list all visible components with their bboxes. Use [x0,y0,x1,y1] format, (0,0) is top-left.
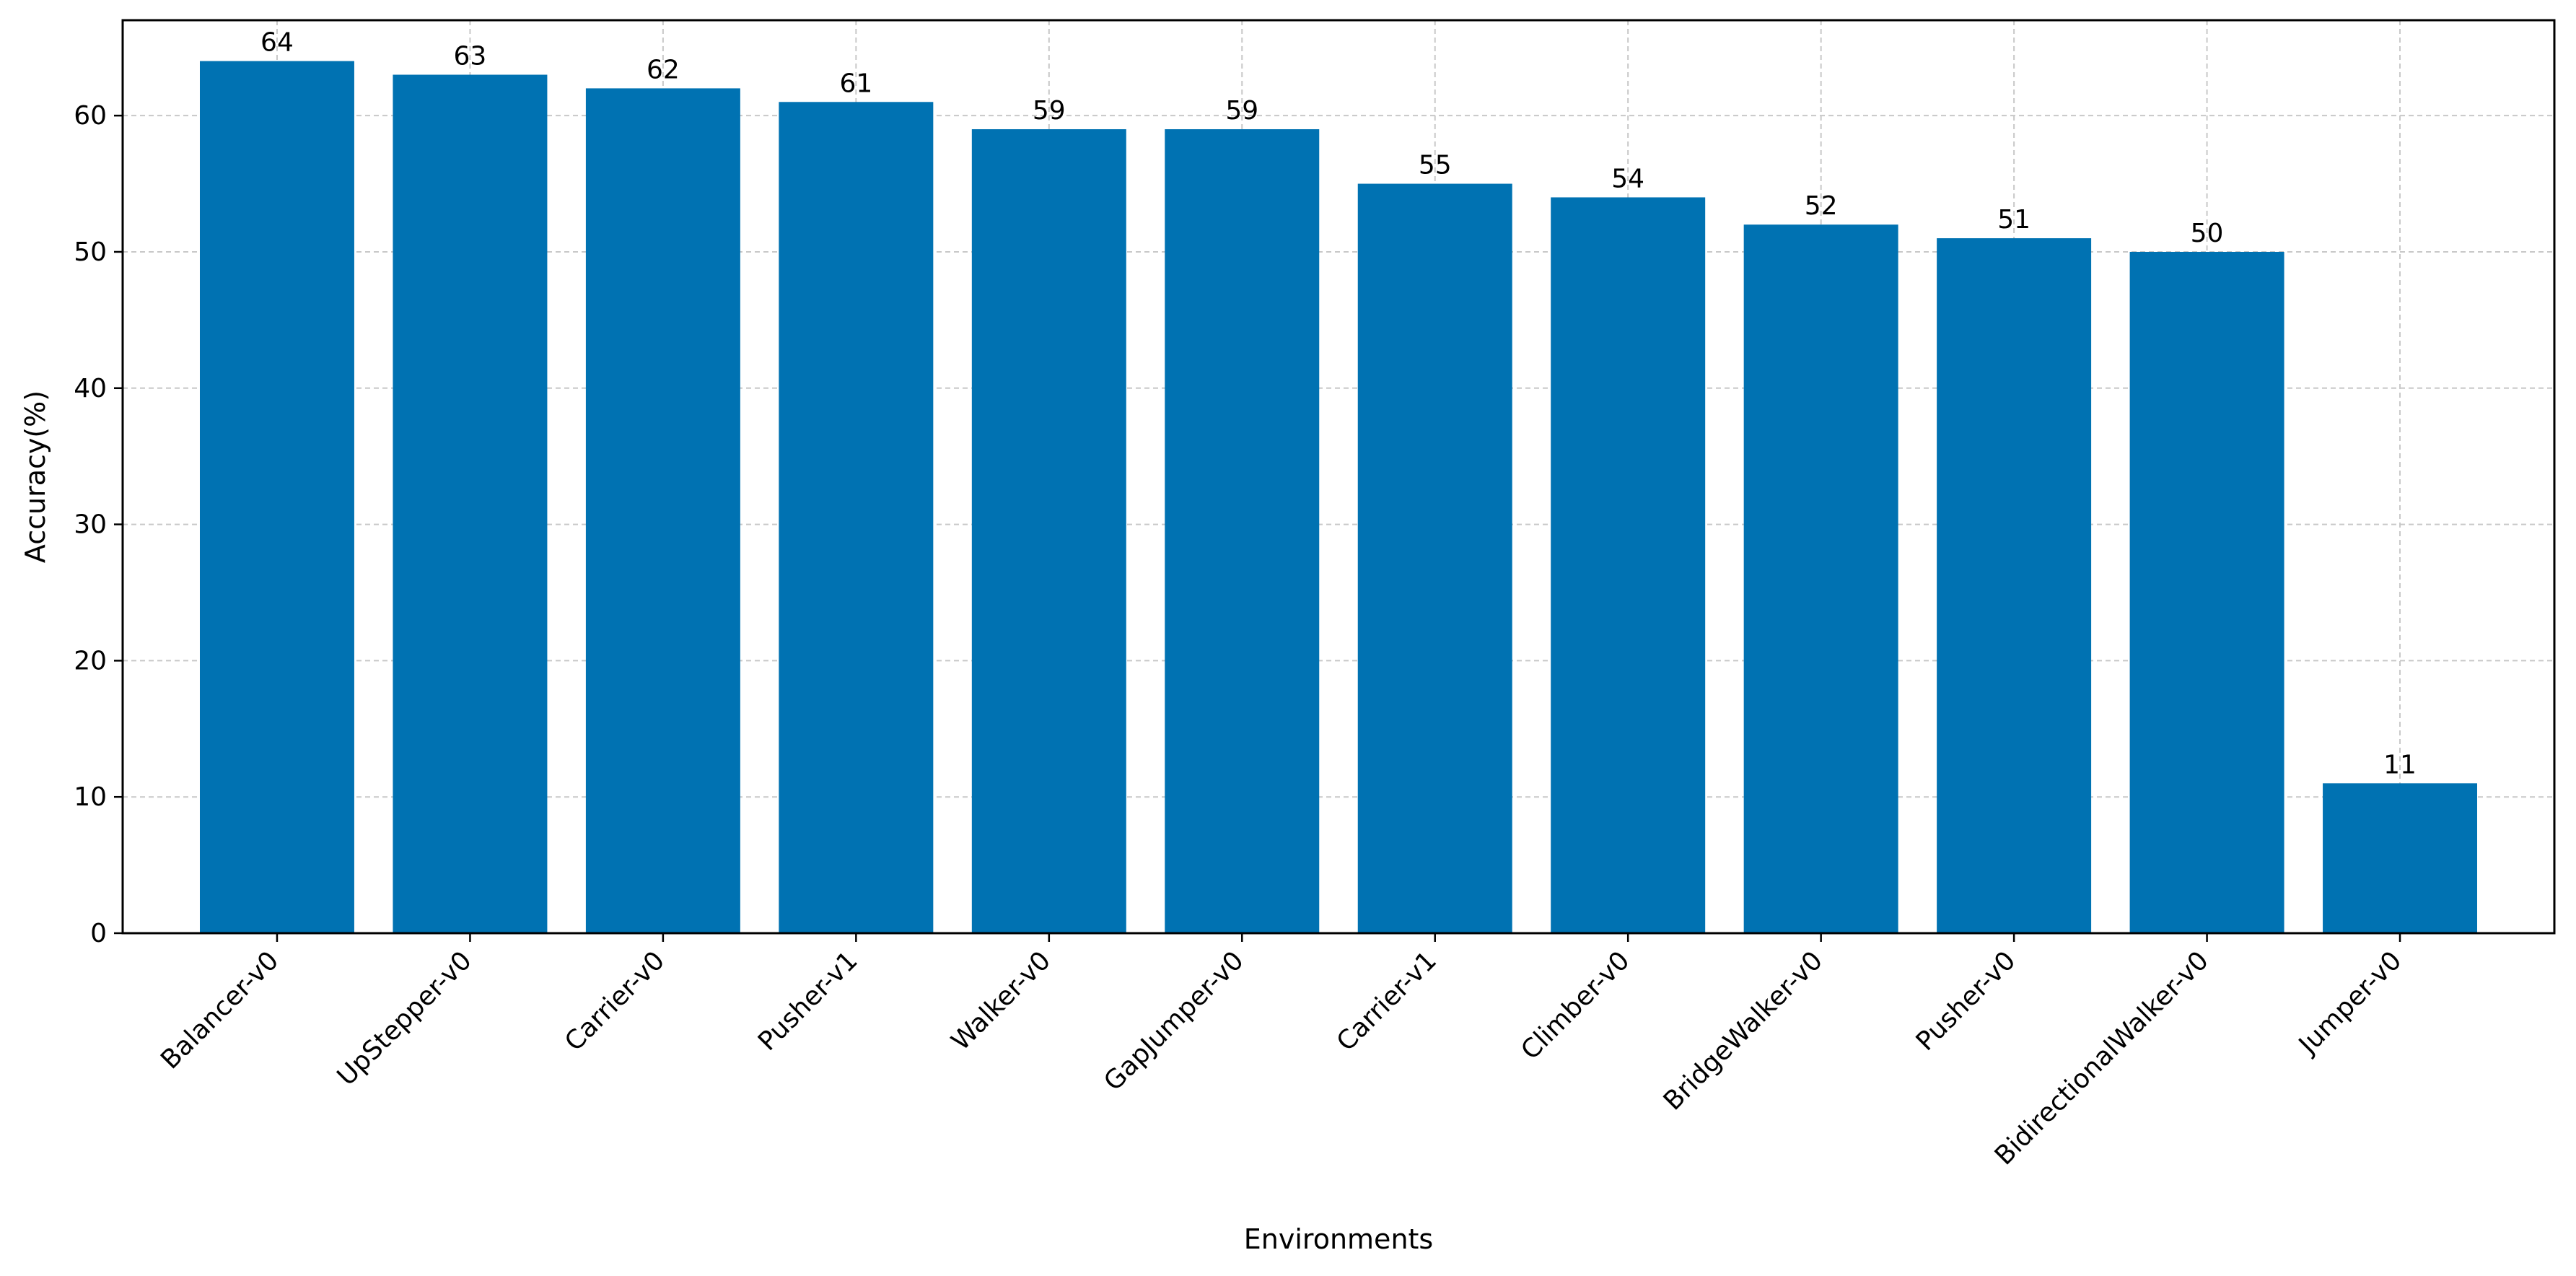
x-tick-label: Jumper-v0 [2292,945,2407,1060]
bar [199,61,354,933]
y-axis-label: Accuracy(%) [19,390,51,563]
x-tick-label: Pusher-v0 [1911,945,2022,1057]
x-tick-label: Walker-v0 [946,945,1056,1056]
bar [1165,129,1320,933]
bar [971,129,1126,933]
bar-value-label: 63 [454,42,487,71]
bar [2323,783,2478,933]
bar-value-label: 54 [1611,164,1644,193]
y-tick-label: 50 [74,237,107,267]
y-tick-label: 20 [74,646,107,676]
x-axis-label: Environments [1244,1223,1433,1255]
x-tick-label: Carrier-v0 [559,945,670,1057]
bar [585,88,740,934]
x-tick-label: BridgeWalker-v0 [1658,945,1828,1116]
bar [1743,224,1898,933]
x-tick-label: Climber-v0 [1515,945,1635,1065]
bar [779,102,934,934]
bar-value-label: 50 [2191,219,2224,248]
data-labels: 64 63 62 61 59 59 55 54 52 51 50 11 [260,28,2417,780]
bar [393,74,548,934]
x-tick-label: BidirectionalWalker-v0 [1989,945,2214,1171]
x-tick-label: Carrier-v1 [1331,945,1442,1057]
y-axis-ticks: 0 10 20 30 40 50 60 [74,101,123,948]
bar-value-label: 52 [1805,191,1838,221]
bar-value-label: 59 [1033,96,1066,126]
x-tick-label: Balancer-v0 [155,945,284,1075]
bar-value-label: 64 [260,28,294,58]
y-tick-label: 60 [74,101,107,131]
bar-value-label: 59 [1225,96,1258,126]
bar [2129,251,2284,933]
x-tick-label: GapJumper-v0 [1098,945,1249,1096]
bar-value-label: 62 [647,55,680,84]
y-tick-label: 0 [90,919,107,948]
bar [1357,183,1512,934]
bar-value-label: 55 [1419,151,1452,180]
bar-value-label: 61 [839,69,872,98]
x-tick-label: Pusher-v1 [753,945,864,1057]
y-tick-label: 40 [74,374,107,403]
bars [199,61,2478,934]
plot-frame [121,19,2556,935]
y-tick-label: 30 [74,510,107,540]
bar [1937,238,2092,933]
x-axis-ticks: Balancer-v0 UpStepper-v0 Carrier-v0 Pusher-… [155,933,2407,1171]
bar-value-label: 51 [1997,205,2030,235]
y-tick-label: 10 [74,782,107,812]
x-tick-label: UpStepper-v0 [332,945,478,1091]
bar [1551,197,1706,933]
bar-value-label: 11 [2383,750,2417,779]
